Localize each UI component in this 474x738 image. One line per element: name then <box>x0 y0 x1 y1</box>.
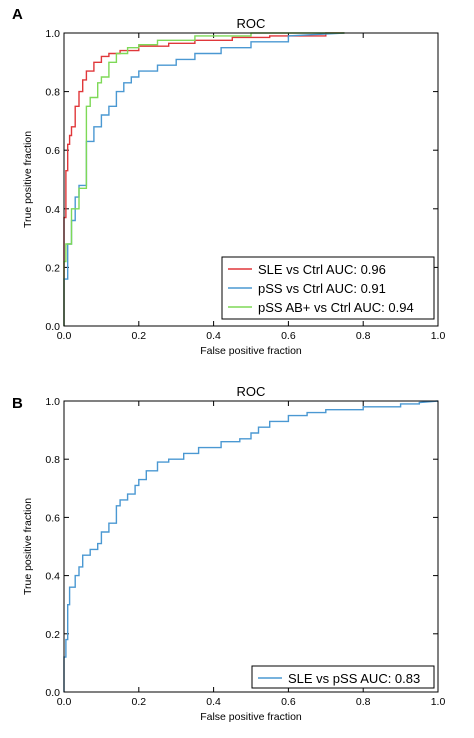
panel-b-y-tick-label-1: 0.2 <box>45 629 60 641</box>
panel-b: B ROC False positive fraction True posit… <box>12 384 445 723</box>
panel-b-legend-box <box>251 665 435 689</box>
panel-a-x-tick-label-0: 0.0 <box>57 330 72 342</box>
panel-b-x-tick-label-3: 0.6 <box>281 696 296 708</box>
panel-a-y-tick-label-2: 0.4 <box>45 204 60 216</box>
panel-a-legend-label-2: pSS AB+ vs Ctrl AUC: 0.94 <box>258 300 414 315</box>
panel-a-x-tick-label-4: 0.8 <box>356 330 371 342</box>
panel-a-x-axis-label: False positive fraction <box>200 345 302 357</box>
panel-b-x-axis-label: False positive fraction <box>200 711 302 723</box>
panel-a: A ROC False positive fraction True posit… <box>12 6 445 357</box>
panel-b-series-line-0 <box>63 400 439 692</box>
panel-b-series <box>63 400 439 692</box>
panel-a-series <box>63 32 345 326</box>
panel-b-legend: SLE vs pSS AUC: 0.83 <box>251 665 435 689</box>
panel-a-legend-box <box>221 256 435 320</box>
panel-b-y-axis-label: True positive fraction <box>22 498 34 595</box>
panel-a-x-tick-label-1: 0.2 <box>131 330 146 342</box>
panel-b-x-tick-label-0: 0.0 <box>57 696 72 708</box>
panel-b-title: ROC <box>237 384 266 399</box>
panel-a-x-tick-label-2: 0.4 <box>206 330 221 342</box>
panel-b-y-tick-label-2: 0.4 <box>45 571 60 583</box>
panel-b-y-tick-label-4: 0.8 <box>45 454 60 466</box>
panel-a-y-tick-label-4: 0.8 <box>45 87 60 99</box>
panel-b-ticks: 0.0 0.2 0.4 0.6 0.8 1.0 0.0 0.2 0.4 0.6 0.8 1.0 <box>45 396 445 708</box>
panel-b-y-tick-label-5: 1.0 <box>45 396 60 408</box>
panel-a-y-tick-label-3: 0.6 <box>45 145 60 157</box>
panel-a-series-line-0 <box>63 32 345 326</box>
panel-b-letter: B <box>12 395 23 412</box>
panel-b-plot-frame <box>63 400 439 693</box>
panel-a-letter: A <box>12 6 23 23</box>
panel-a-legend-label-0: SLE vs Ctrl AUC: 0.96 <box>258 262 386 277</box>
panel-a-plot-frame <box>63 32 439 327</box>
panel-a-y-tick-label-1: 0.2 <box>45 262 60 274</box>
panel-a-x-tick-label-3: 0.6 <box>281 330 296 342</box>
panel-a-x-tick-label-5: 1.0 <box>431 330 446 342</box>
panel-a-title: ROC <box>237 16 266 31</box>
panel-b-y-tick-label-0: 0.0 <box>45 687 60 699</box>
panel-b-legend-label-0: SLE vs pSS AUC: 0.83 <box>288 671 420 686</box>
panel-a-legend-label-1: pSS vs Ctrl AUC: 0.91 <box>258 281 386 296</box>
panel-b-x-tick-label-4: 0.8 <box>356 696 371 708</box>
panel-b-x-tick-label-2: 0.4 <box>206 696 221 708</box>
panel-a-y-tick-label-0: 0.0 <box>45 321 60 333</box>
panel-a-legend: SLE vs Ctrl AUC: 0.96 pSS vs Ctrl AUC: 0.… <box>221 256 435 320</box>
panel-b-x-tick-label-5: 1.0 <box>431 696 446 708</box>
panel-a-y-axis-label: True positive fraction <box>22 131 34 228</box>
panel-b-x-tick-label-1: 0.2 <box>131 696 146 708</box>
panel-b-y-tick-label-3: 0.6 <box>45 512 60 524</box>
panel-a-y-tick-label-5: 1.0 <box>45 28 60 40</box>
panel-a-series-line-1 <box>63 32 345 326</box>
panel-a-series-line-2 <box>63 32 345 326</box>
